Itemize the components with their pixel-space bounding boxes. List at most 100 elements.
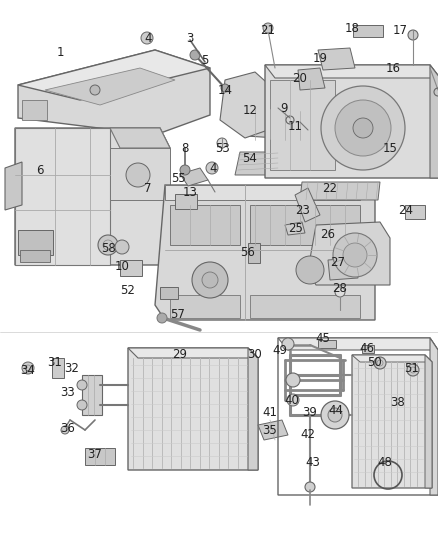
Text: 32: 32 <box>64 361 79 375</box>
Text: 20: 20 <box>293 71 307 85</box>
Text: 9: 9 <box>280 101 288 115</box>
Circle shape <box>221 84 229 92</box>
Text: 26: 26 <box>321 228 336 240</box>
Text: 30: 30 <box>247 349 262 361</box>
Polygon shape <box>155 185 375 320</box>
Text: 6: 6 <box>36 164 44 176</box>
Text: 31: 31 <box>48 357 63 369</box>
Circle shape <box>374 357 386 369</box>
Circle shape <box>328 408 342 422</box>
Text: 11: 11 <box>287 119 303 133</box>
Text: 27: 27 <box>331 256 346 270</box>
Text: 51: 51 <box>405 361 420 375</box>
Polygon shape <box>265 65 438 178</box>
Text: 37: 37 <box>88 448 102 462</box>
Circle shape <box>206 162 218 174</box>
Text: 4: 4 <box>144 31 152 44</box>
Polygon shape <box>246 108 310 140</box>
Text: 34: 34 <box>21 364 35 376</box>
Polygon shape <box>220 72 275 138</box>
Circle shape <box>333 233 377 277</box>
Polygon shape <box>180 168 208 186</box>
Text: 3: 3 <box>186 31 194 44</box>
Circle shape <box>141 32 153 44</box>
Polygon shape <box>248 348 258 470</box>
Text: 8: 8 <box>181 141 189 155</box>
Text: 7: 7 <box>144 182 152 195</box>
Text: 33: 33 <box>60 386 75 400</box>
Circle shape <box>192 262 228 298</box>
Text: 22: 22 <box>322 182 338 195</box>
Text: 54: 54 <box>243 151 258 165</box>
Bar <box>353 25 383 37</box>
Text: 19: 19 <box>312 52 328 64</box>
Polygon shape <box>170 205 240 245</box>
Polygon shape <box>110 148 170 200</box>
Text: 44: 44 <box>328 403 343 416</box>
Circle shape <box>296 256 324 284</box>
Text: 17: 17 <box>392 23 407 36</box>
Circle shape <box>286 373 300 387</box>
Text: 50: 50 <box>367 357 382 369</box>
Text: 35: 35 <box>263 424 277 437</box>
Polygon shape <box>110 128 170 148</box>
Text: 53: 53 <box>215 141 230 155</box>
Bar <box>175 194 197 209</box>
Polygon shape <box>352 355 432 362</box>
Text: 16: 16 <box>385 61 400 75</box>
Polygon shape <box>298 68 325 90</box>
Polygon shape <box>18 50 210 100</box>
Polygon shape <box>285 222 305 235</box>
Polygon shape <box>235 152 280 175</box>
Polygon shape <box>430 65 438 178</box>
Polygon shape <box>128 348 258 358</box>
Bar <box>22 100 47 120</box>
Text: 40: 40 <box>285 393 300 407</box>
Circle shape <box>115 240 129 254</box>
Polygon shape <box>128 348 258 470</box>
Polygon shape <box>295 188 320 222</box>
Polygon shape <box>250 205 360 245</box>
Text: 48: 48 <box>378 456 392 470</box>
Circle shape <box>408 30 418 40</box>
Polygon shape <box>430 338 438 495</box>
Polygon shape <box>278 338 438 350</box>
Bar <box>318 340 336 348</box>
Circle shape <box>407 364 419 376</box>
Circle shape <box>77 380 87 390</box>
Circle shape <box>98 235 118 255</box>
Text: 46: 46 <box>360 342 374 354</box>
Text: 43: 43 <box>306 456 321 470</box>
Polygon shape <box>300 182 380 200</box>
Polygon shape <box>318 48 355 70</box>
Circle shape <box>61 426 69 434</box>
Text: 15: 15 <box>382 141 397 155</box>
Text: 45: 45 <box>315 332 330 344</box>
Bar <box>18 230 53 255</box>
Text: 58: 58 <box>101 241 115 254</box>
Text: 28: 28 <box>332 281 347 295</box>
Text: 24: 24 <box>399 204 413 216</box>
Circle shape <box>335 100 391 156</box>
Text: 5: 5 <box>201 53 208 67</box>
Polygon shape <box>250 295 360 318</box>
Bar <box>52 358 64 378</box>
Circle shape <box>282 338 294 350</box>
Polygon shape <box>258 420 288 440</box>
Text: 10: 10 <box>115 261 130 273</box>
Polygon shape <box>5 162 22 210</box>
Circle shape <box>22 362 34 374</box>
Bar <box>405 205 425 219</box>
Polygon shape <box>170 295 240 318</box>
Bar <box>20 250 50 262</box>
Circle shape <box>287 394 299 406</box>
Text: 21: 21 <box>261 23 276 36</box>
Circle shape <box>335 287 345 297</box>
Bar <box>248 243 260 263</box>
Circle shape <box>180 165 190 175</box>
Circle shape <box>126 163 150 187</box>
Text: 29: 29 <box>173 349 187 361</box>
Text: 18: 18 <box>345 21 360 35</box>
Text: 57: 57 <box>170 309 185 321</box>
Text: 42: 42 <box>300 429 315 441</box>
